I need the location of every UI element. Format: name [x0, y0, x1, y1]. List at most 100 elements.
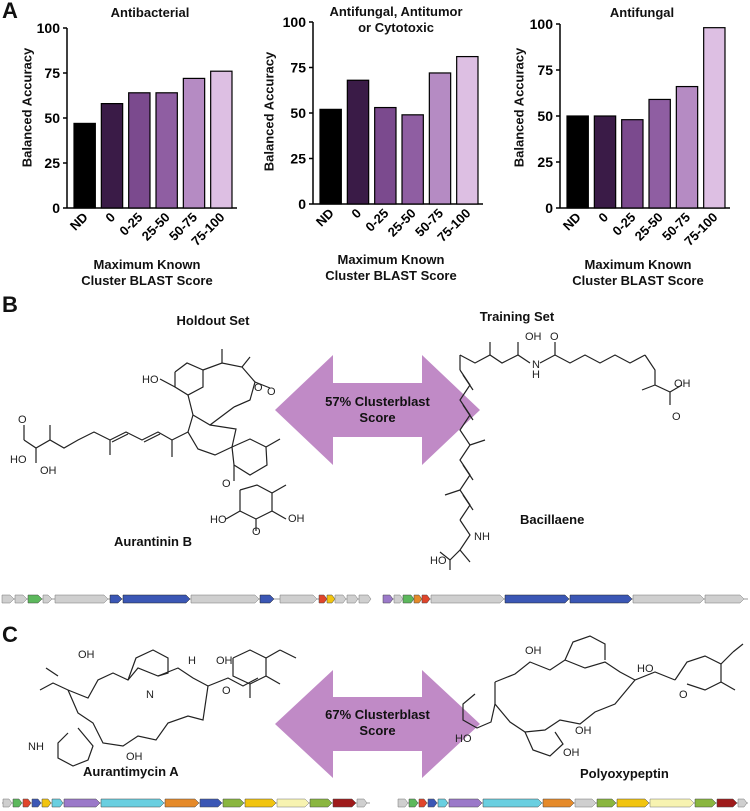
polyoxypeptin-oh2: OH	[575, 725, 592, 737]
polyoxypeptin-oh3: OH	[563, 747, 580, 759]
chart-3-bar-0	[593, 115, 617, 209]
aurantinin-sugar-oh: OH	[288, 513, 305, 525]
aurantimycin-oh: OH	[78, 649, 95, 661]
gene-clusters-b	[1, 594, 748, 604]
aurantinin-sugar-o: O	[252, 526, 261, 535]
bacillaene-label: Bacillaene	[520, 512, 585, 527]
aurantinin-gene-cluster	[1, 594, 372, 604]
chart-1-xtick-label: ND	[67, 210, 91, 234]
chart1-xlabel-line2: Cluster BLAST Score	[81, 273, 213, 288]
chart2-ylabel: Balanced Accuracy	[261, 51, 277, 172]
chart-2-ytick-label: 50	[290, 105, 306, 121]
polyoxypeptin-structure: OH HO HO OH OH O	[455, 635, 744, 759]
chart-3-ytick-label: 50	[537, 108, 553, 124]
bacillaene-gene-cluster	[382, 594, 745, 604]
chart-2-ytick-label: 100	[283, 14, 307, 30]
bacillaene-oh: OH	[525, 331, 542, 343]
aurantimycin-o: O	[222, 685, 231, 697]
chart-2-bar-0	[346, 79, 370, 205]
aurantinin-ho-label: HO	[142, 374, 159, 386]
chart-3-ytick-label: 75	[537, 62, 553, 78]
chart-2-ytick-label: 25	[290, 151, 306, 167]
chart3-title: Antifungal	[609, 5, 675, 20]
chart-2-xtick-label: 25-50	[385, 206, 419, 240]
chart-3-xtick-label: 25-50	[632, 210, 666, 244]
bacillaene-structure: OH H N O O OH NH HO	[430, 331, 690, 570]
chart-1-ytick-label: 100	[37, 20, 61, 36]
aurantinin-ether-o: O	[222, 478, 231, 490]
chart-3-bar-25-50	[648, 98, 671, 209]
aurantimycin-hn: NH	[28, 741, 44, 753]
chart-3-bar-75-100	[703, 27, 726, 209]
chart2-xlabel-line2: Cluster BLAST Score	[325, 268, 457, 283]
bacillaene-h: H	[532, 369, 540, 381]
chart-2-bar-25-50	[401, 114, 424, 205]
panel-label-a: A	[2, 0, 18, 23]
chart2-title-line2: or Cytotoxic	[358, 20, 434, 35]
chart-3-bar-0-25	[621, 119, 644, 209]
aurantinin-carbonyl-o: O	[267, 386, 276, 398]
chart-3-bar-50-75	[675, 85, 699, 209]
bacillaene-nh: NH	[474, 531, 490, 543]
chart-1-bar-0-25	[128, 92, 151, 209]
chart2-xlabel-line1: Maximum Known	[337, 252, 445, 267]
bacillaene-n: N	[532, 359, 540, 371]
chart-3-xtick-label: 0	[595, 210, 611, 226]
clusterblast-arrow-c: 67% Clusterblast Score	[275, 670, 480, 778]
chart-1-bar-0	[100, 102, 124, 209]
chart-1-xtick-label: 0	[102, 210, 118, 226]
gene-clusters-c	[2, 798, 748, 808]
polyoxypeptin-oh: OH	[525, 645, 542, 657]
chart-1-bar-ND	[73, 122, 96, 209]
chart-1-ytick-label: 0	[52, 200, 60, 216]
aurantinin-b-structure: HO O O O OH HO O OH HO O	[10, 349, 305, 535]
aurantinin-b-label: Aurantinin B	[114, 534, 192, 549]
aurantimycin-oh3: OH	[126, 751, 143, 763]
bacillaene-acid-oh: OH	[674, 378, 690, 390]
polyoxypeptin-ho: HO	[455, 733, 472, 745]
chart-2-bar-50-75	[428, 72, 452, 205]
aurantimycin-a-label: Aurantimycin A	[83, 764, 179, 779]
arrow-b-text-line2: Score	[359, 410, 396, 425]
aurantimycin-a-structure: OH N H OH O NH OH	[28, 649, 297, 767]
chart-3-xtick-label: ND	[560, 210, 584, 234]
chart2-title-line1: Antifungal, Antitumor	[329, 4, 463, 19]
polyoxypeptin-o: O	[679, 689, 688, 701]
chart-1-xtick-label: 25-50	[139, 210, 173, 244]
arrow-c-text-line1: 67% Clusterblast	[325, 707, 430, 722]
chart-3-ytick-label: 0	[545, 200, 553, 216]
chart-2-ytick-label: 0	[298, 196, 306, 212]
aurantinin-lactone-o: O	[254, 382, 263, 394]
aurantimycin-h: H	[188, 655, 196, 667]
chart1-xlabel-line1: Maximum Known	[93, 257, 201, 272]
chart1-ylabel: Balanced Accuracy	[19, 47, 35, 168]
chart-3-ytick-label: 100	[530, 16, 554, 32]
chart-2-ytick-label: 75	[290, 60, 306, 76]
chart-1-bar-50-75	[182, 77, 206, 209]
training-set-title: Training Set	[479, 309, 555, 324]
chart3-ylabel: Balanced Accuracy	[511, 47, 527, 168]
aurantinin-chain-oh: OH	[40, 465, 57, 477]
chart-3-bar-ND	[566, 115, 589, 209]
holdout-set-title: Holdout Set	[176, 313, 250, 328]
chart-1-bar-25-50	[155, 92, 178, 209]
chart-2-bar-ND	[319, 108, 342, 205]
bacillaene-amide-o: O	[550, 331, 559, 343]
double-arrow-icon	[275, 355, 480, 465]
arrow-b-text-line1: 57% Clusterblast	[325, 394, 430, 409]
chart-2-bar-0-25	[374, 106, 397, 205]
chart-3-ytick-label: 25	[537, 154, 553, 170]
bacillaene-ho: HO	[430, 555, 447, 567]
chart-1-ytick-label: 25	[44, 155, 60, 171]
polyoxypeptin-gene-cluster	[397, 798, 748, 808]
polyoxypeptin-ho2: HO	[637, 663, 654, 675]
clusterblast-arrow-b: 57% Clusterblast Score	[275, 355, 480, 465]
aurantimycin-gene-cluster	[2, 798, 368, 808]
aurantinin-sugar-ho: HO	[210, 514, 227, 526]
panel-label-b: B	[2, 292, 18, 317]
bacillaene-acid-o: O	[672, 411, 681, 423]
chart3-xlabel-line1: Maximum Known	[584, 257, 692, 272]
